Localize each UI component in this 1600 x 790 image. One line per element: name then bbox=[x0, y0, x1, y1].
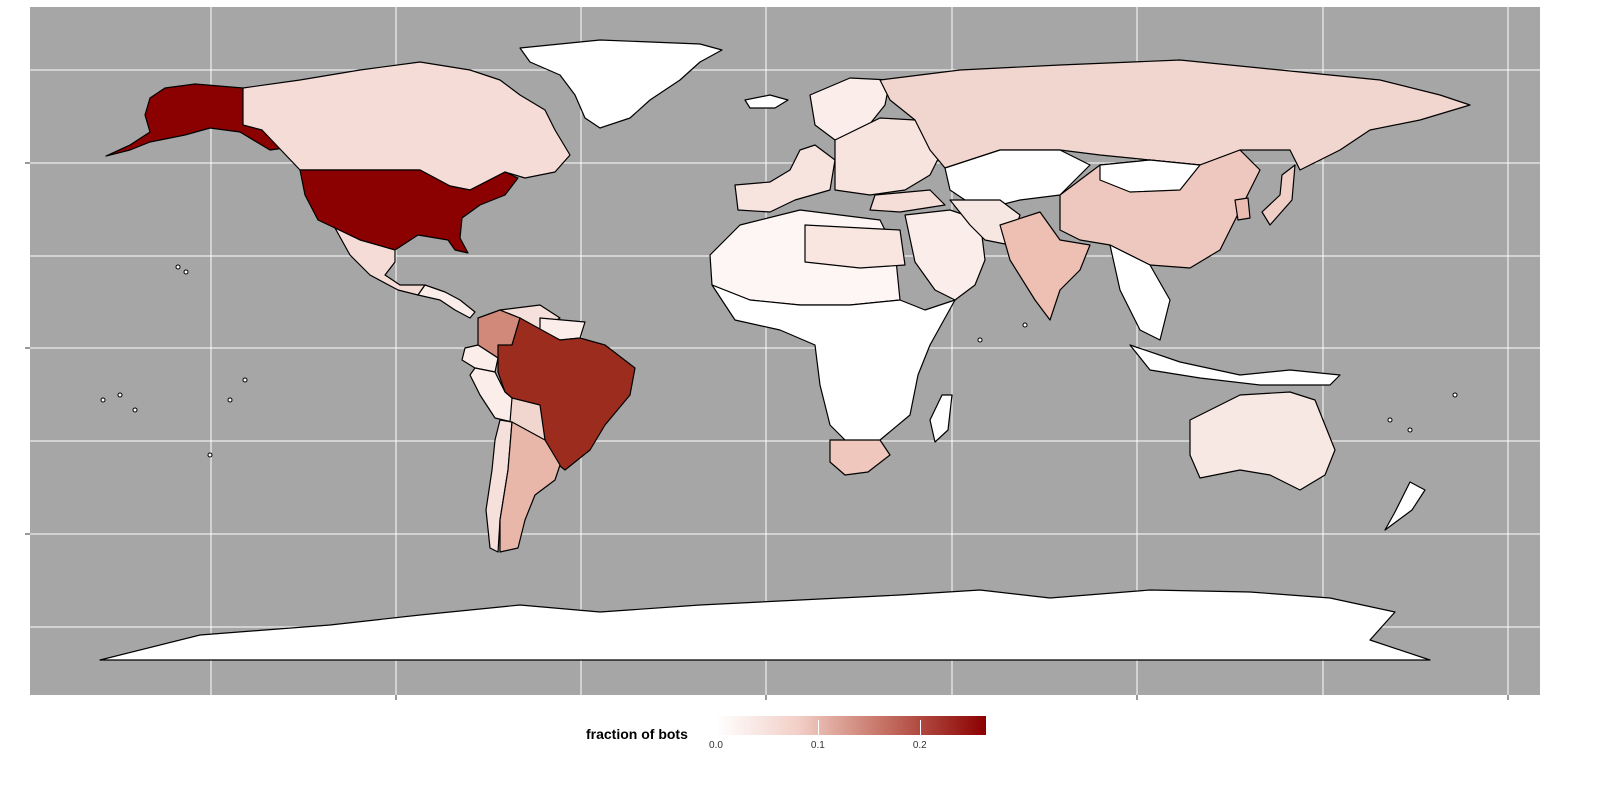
scandinavia-region bbox=[809, 77, 891, 141]
alaska-region bbox=[105, 83, 286, 157]
iceland-region bbox=[744, 94, 789, 109]
legend-tick-label: 0.2 bbox=[912, 740, 927, 751]
islands-layer bbox=[100, 264, 1458, 458]
egypt-libya-region bbox=[804, 224, 906, 269]
legend-tick-mark bbox=[817, 720, 819, 735]
island-marker bbox=[117, 392, 123, 398]
south-africa-region bbox=[829, 439, 891, 476]
island-marker bbox=[175, 264, 181, 270]
india-region bbox=[999, 211, 1091, 321]
legend-colorbar bbox=[716, 716, 986, 735]
legend-tick-label: 0.1 bbox=[810, 740, 825, 751]
island-marker bbox=[242, 377, 248, 383]
turkey-region bbox=[869, 189, 946, 213]
mexico-region bbox=[334, 227, 426, 296]
legend-tick-mark bbox=[919, 720, 921, 735]
island-marker bbox=[227, 397, 233, 403]
legend-title: fraction of bots bbox=[586, 726, 688, 742]
legend-tick-label: 0.0 bbox=[709, 740, 723, 751]
island-marker bbox=[1387, 417, 1393, 423]
island-marker bbox=[100, 397, 106, 403]
island-marker bbox=[183, 269, 189, 275]
axis-ticks bbox=[25, 162, 1509, 700]
madagascar-region bbox=[929, 394, 953, 443]
southeast-asia-region bbox=[1109, 244, 1171, 341]
argentina-region bbox=[499, 421, 561, 553]
color-legend: fraction of bots 0.0 0.1 0.2 bbox=[586, 716, 1006, 776]
island-marker bbox=[1452, 392, 1458, 398]
mongolia-region bbox=[1099, 159, 1201, 193]
antarctica-region bbox=[99, 589, 1431, 661]
korea-region bbox=[1234, 197, 1251, 221]
subsaharan-africa-region bbox=[711, 284, 956, 446]
russia-region bbox=[879, 59, 1471, 171]
legend-tick-mark bbox=[716, 720, 717, 735]
central-america-region bbox=[417, 284, 476, 319]
greenland-region bbox=[519, 39, 723, 129]
new-zealand-region bbox=[1384, 481, 1426, 531]
island-marker bbox=[1022, 322, 1028, 328]
japan-region bbox=[1261, 164, 1296, 226]
countries-layer bbox=[99, 39, 1471, 661]
australia-region bbox=[1189, 391, 1336, 491]
eastern-europe-region bbox=[834, 117, 946, 196]
island-marker bbox=[977, 337, 983, 343]
island-marker bbox=[207, 452, 213, 458]
island-marker bbox=[1407, 427, 1413, 433]
island-marker bbox=[132, 407, 138, 413]
indonesia-region bbox=[1129, 344, 1341, 386]
